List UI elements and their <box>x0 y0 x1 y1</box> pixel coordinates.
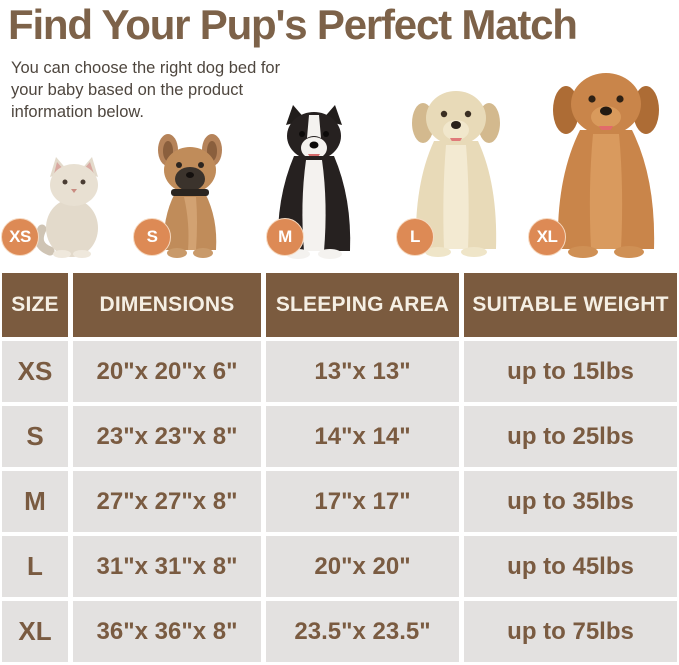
cell-suitable-weight-xl: up to 75lbs <box>464 601 677 662</box>
cell-suitable-weight-l: up to 45lbs <box>464 536 677 597</box>
cell-sleeping-area-l: 20"x 20" <box>266 536 459 597</box>
cell-dimensions-xl: 36"x 36"x 8" <box>73 601 261 662</box>
size-badge-l: L <box>396 218 434 256</box>
cell-dimensions-m: 27"x 27"x 8" <box>73 471 261 532</box>
cell-sleeping-area-xs: 13"x 13" <box>266 341 459 402</box>
cell-size-xs: XS <box>2 341 68 402</box>
page-title: Find Your Pup's Perfect Match <box>8 1 578 48</box>
cell-size-l: L <box>2 536 68 597</box>
size-badge-xs: XS <box>1 218 39 256</box>
cell-dimensions-l: 31"x 31"x 8" <box>73 536 261 597</box>
col-header-dimensions: DIMENSIONS <box>73 273 261 337</box>
col-header-suitable-weight: SUITABLE WEIGHT <box>464 273 677 337</box>
size-table: SIZE DIMENSIONS SLEEPING AREA SUITABLE W… <box>2 273 677 662</box>
cell-suitable-weight-m: up to 35lbs <box>464 471 677 532</box>
cell-sleeping-area-m: 17"x 17" <box>266 471 459 532</box>
cell-size-s: S <box>2 406 68 467</box>
cell-suitable-weight-xs: up to 15lbs <box>464 341 677 402</box>
cell-dimensions-xs: 20"x 20"x 6" <box>73 341 261 402</box>
cell-dimensions-s: 23"x 23"x 8" <box>73 406 261 467</box>
pet-size-lineup: XS S M L XL <box>0 0 679 264</box>
size-badge-xl: XL <box>528 218 566 256</box>
light-golden-dog-illustration <box>412 91 500 257</box>
cell-size-m: M <box>2 471 68 532</box>
french-bulldog-illustration <box>158 134 222 258</box>
cell-size-xl: XL <box>2 601 68 662</box>
cell-sleeping-area-xl: 23.5"x 23.5" <box>266 601 459 662</box>
col-header-sleeping-area: SLEEPING AREA <box>266 273 459 337</box>
golden-retriever-illustration <box>553 73 659 258</box>
size-badge-s: S <box>133 218 171 256</box>
col-header-size: SIZE <box>2 273 68 337</box>
cell-suitable-weight-s: up to 25lbs <box>464 406 677 467</box>
size-badge-m: M <box>266 218 304 256</box>
cell-sleeping-area-s: 14"x 14" <box>266 406 459 467</box>
cat-illustration <box>36 157 98 258</box>
page-subtitle: You can choose the right dog bed for you… <box>11 59 281 121</box>
